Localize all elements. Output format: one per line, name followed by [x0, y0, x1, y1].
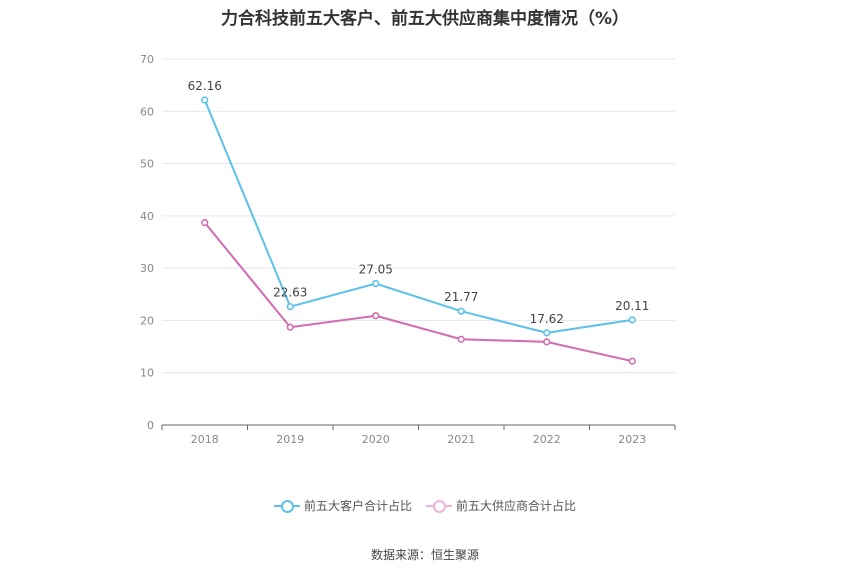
x-tick-label-2021: 2021 — [447, 433, 475, 446]
legend-swatch-suppliers-icon — [426, 499, 452, 513]
y-tick-label-30: 30 — [140, 262, 154, 275]
x-tick-label-2018: 2018 — [191, 433, 219, 446]
y-tick-label-50: 50 — [140, 158, 154, 171]
data-point-1-3 — [457, 335, 465, 343]
data-label-0-5: 20.11 — [615, 299, 649, 313]
x-tick-label-2019: 2019 — [276, 433, 304, 446]
data-label-0-3: 21.77 — [444, 290, 478, 304]
data-label-layer: 62.16 22.63 27.05 21.77 17.62 20.11 — [188, 79, 650, 326]
y-tick-label-10: 10 — [140, 367, 154, 380]
series-line-0 — [203, 99, 633, 334]
axis-layer: 0 10 20 30 40 50 60 70 2018 2019 2020 2021 2022 2023 — [140, 53, 676, 446]
data-point-1-0 — [201, 219, 209, 227]
y-tick-label-20: 20 — [140, 314, 154, 327]
series-layer — [201, 96, 636, 365]
data-label-0-4: 17.62 — [530, 312, 564, 326]
legend: 前五大客户合计占比 前五大供应商合计占比 — [0, 497, 850, 514]
data-point-1-4 — [543, 338, 551, 346]
x-tick-label-2022: 2022 — [533, 433, 561, 446]
y-tick-label-70: 70 — [140, 53, 154, 66]
data-label-0-2: 27.05 — [359, 263, 393, 277]
data-point-1-1 — [286, 323, 294, 331]
legend-item-suppliers[interactable]: 前五大供应商合计占比 — [426, 497, 576, 514]
data-point-0-3 — [457, 307, 465, 315]
data-point-0-5 — [628, 316, 636, 324]
y-tick-label-0: 0 — [147, 419, 154, 432]
data-point-1-2 — [372, 312, 380, 320]
source-note: 数据来源：恒生聚源 — [370, 548, 479, 562]
legend-label-customers: 前五大客户合计占比 — [303, 499, 412, 513]
x-tick-label-2023: 2023 — [618, 433, 646, 446]
legend-item-customers[interactable]: 前五大客户合计占比 — [273, 497, 412, 514]
y-tick-label-40: 40 — [140, 210, 154, 223]
x-tick-label-2020: 2020 — [362, 433, 390, 446]
data-point-1-5 — [628, 357, 636, 365]
chart-title: 力合科技前五大客户、前五大供应商集中度情况（%） — [220, 9, 630, 29]
data-point-0-2 — [372, 279, 380, 288]
data-point-0-0 — [201, 96, 209, 104]
legend-swatch-customers-icon — [273, 499, 300, 513]
y-tick-label-60: 60 — [140, 105, 154, 118]
series-line-1 — [203, 222, 633, 363]
data-label-0-1: 22.63 — [273, 286, 307, 300]
data-point-0-4 — [543, 329, 551, 337]
data-point-0-1 — [286, 303, 294, 311]
legend-label-suppliers: 前五大供应商合计占比 — [456, 499, 577, 513]
grid-layer — [162, 58, 675, 374]
data-label-0-0: 62.16 — [188, 79, 222, 93]
